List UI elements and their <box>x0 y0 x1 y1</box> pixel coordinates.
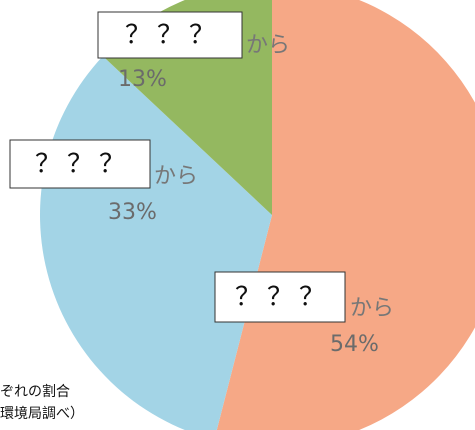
category-label: ？？？ <box>35 150 131 180</box>
value-label: 54% <box>330 332 379 357</box>
value-label: 33% <box>108 200 157 225</box>
label-box <box>97 11 243 59</box>
connector-label: から <box>246 33 290 58</box>
note: ぞれの割合 <box>0 383 70 400</box>
category-label: ？？？ <box>125 21 221 51</box>
connector-label: から <box>350 296 394 321</box>
category-label: ？？？ <box>235 283 331 313</box>
value-label: 13% <box>118 67 167 92</box>
label-box <box>9 139 151 189</box>
label-box <box>214 271 346 323</box>
connector-label: から <box>154 164 198 189</box>
note: 環境局調べ） <box>0 406 84 422</box>
